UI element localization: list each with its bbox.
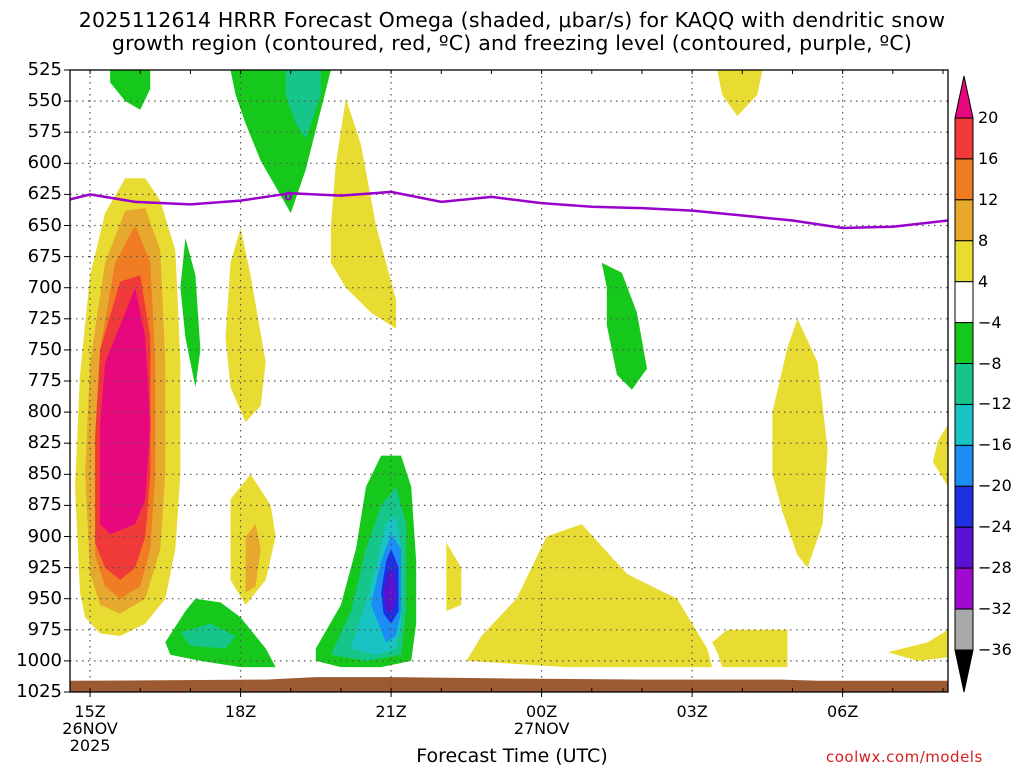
y-tick-label: 875 bbox=[27, 494, 62, 516]
colorbar-top-arrow bbox=[954, 75, 974, 119]
colorbar-box bbox=[954, 608, 974, 651]
colorbar-label: 16 bbox=[978, 148, 999, 168]
colorbar-box bbox=[954, 526, 974, 569]
colorbar-label: 12 bbox=[978, 189, 999, 209]
omega-region-downdraft-core-28 bbox=[383, 571, 397, 614]
y-tick-label: 725 bbox=[27, 307, 62, 329]
omega-region-cell-8-10 bbox=[466, 524, 713, 668]
y-tick-label: 900 bbox=[27, 525, 62, 547]
omega-region-cell-14-17 bbox=[285, 70, 321, 139]
colorbar-bottom-arrow bbox=[954, 649, 974, 693]
x-tick-label: 00Z bbox=[525, 702, 558, 721]
x-tick-label: 2025 bbox=[69, 736, 111, 755]
colorbar-box bbox=[954, 117, 974, 160]
freezing-level-label: 0 bbox=[284, 190, 292, 204]
y-tick-label: 525 bbox=[27, 59, 62, 80]
colorbar-label: −24 bbox=[978, 517, 1012, 537]
colorbar-label: 8 bbox=[978, 230, 989, 250]
omega-region-cell-17-20 bbox=[601, 262, 647, 390]
chart-title-line-2: growth region (contoured, red, ºC) and f… bbox=[111, 31, 913, 55]
omega-region-cell-16-19 bbox=[180, 237, 201, 388]
omega-region-cell-7-9 bbox=[446, 542, 462, 612]
y-tick-label: 550 bbox=[27, 90, 62, 112]
colorbar-label: −28 bbox=[978, 558, 1012, 578]
omega-region-cell-11-13 bbox=[932, 424, 948, 487]
colorbar-box bbox=[954, 444, 974, 487]
y-tick-label: 600 bbox=[27, 152, 62, 174]
colorbar-label: −4 bbox=[978, 312, 1002, 332]
y-tick-label: 950 bbox=[27, 587, 62, 609]
x-tick-label: 18Z bbox=[224, 702, 257, 721]
colorbar-label: −8 bbox=[978, 353, 1002, 373]
x-tick-label: 06Z bbox=[826, 702, 859, 721]
colorbar-label: −12 bbox=[978, 394, 1012, 414]
omega-region-cell-6-8 bbox=[330, 98, 397, 329]
y-tick-label: 775 bbox=[27, 370, 62, 391]
y-tick-label: 925 bbox=[27, 556, 62, 578]
colorbar-box bbox=[954, 363, 974, 405]
x-tick-label: 21Z bbox=[375, 702, 407, 721]
colorbar-label: −16 bbox=[978, 435, 1012, 455]
colorbar-box bbox=[954, 240, 974, 283]
omega-region-cell-13-15 bbox=[717, 70, 763, 116]
x-tick-label: 15Z bbox=[74, 702, 106, 721]
omega-region-cell-18-22 bbox=[180, 623, 236, 649]
y-tick-label: 700 bbox=[27, 276, 62, 298]
credit-link[interactable]: coolwx.com/models bbox=[826, 748, 983, 766]
y-tick-label: 625 bbox=[27, 183, 62, 205]
y-tick-label: 575 bbox=[27, 121, 62, 143]
x-tick-label: 26NOV bbox=[62, 719, 118, 738]
colorbar-box bbox=[954, 322, 974, 365]
ground-fill bbox=[70, 677, 948, 692]
colorbar-label: 4 bbox=[978, 271, 989, 291]
plot-frame bbox=[69, 69, 949, 693]
y-tick-label: 975 bbox=[27, 618, 62, 640]
colorbar-label: 20 bbox=[978, 108, 999, 127]
y-tick-label: 825 bbox=[27, 432, 62, 454]
colorbar-label: −20 bbox=[978, 476, 1012, 496]
omega-region-cell-10-12 bbox=[887, 629, 948, 661]
colorbar-box bbox=[954, 567, 974, 610]
colorbar-box bbox=[954, 158, 974, 201]
colorbar-box bbox=[954, 281, 974, 324]
y-tick-label: 750 bbox=[27, 338, 62, 360]
y-tick-label: 675 bbox=[27, 245, 62, 267]
colorbar-box bbox=[954, 485, 974, 528]
colorbar-box bbox=[954, 199, 974, 242]
y-tick-label: 650 bbox=[27, 214, 62, 236]
y-tick-label: 1025 bbox=[16, 681, 62, 702]
chart-title-line-1: 2025112614 HRRR Forecast Omega (shaded, … bbox=[78, 8, 946, 32]
omega-region-main-ascent-column-4 bbox=[100, 287, 151, 534]
y-tick-label: 1000 bbox=[16, 649, 62, 671]
omega-region-cell-9-11 bbox=[712, 629, 788, 668]
omega-region-cell-12-14 bbox=[772, 318, 828, 568]
x-tick-label: 27NOV bbox=[513, 719, 570, 738]
y-tick-label: 850 bbox=[27, 463, 62, 485]
omega-region-cell-4-6 bbox=[245, 524, 261, 593]
colorbar-label: −36 bbox=[978, 640, 1012, 659]
x-tick-label: 03Z bbox=[676, 702, 708, 721]
colorbar-label: −32 bbox=[978, 599, 1012, 619]
omega-region-cell-15-18 bbox=[110, 70, 151, 110]
y-tick-label: 800 bbox=[27, 401, 62, 423]
omega-region-cell-5-7 bbox=[225, 228, 266, 423]
colorbar-box bbox=[954, 403, 974, 446]
freezing-level-line bbox=[70, 190, 948, 230]
x-axis-title: Forecast Time (UTC) bbox=[416, 745, 608, 767]
